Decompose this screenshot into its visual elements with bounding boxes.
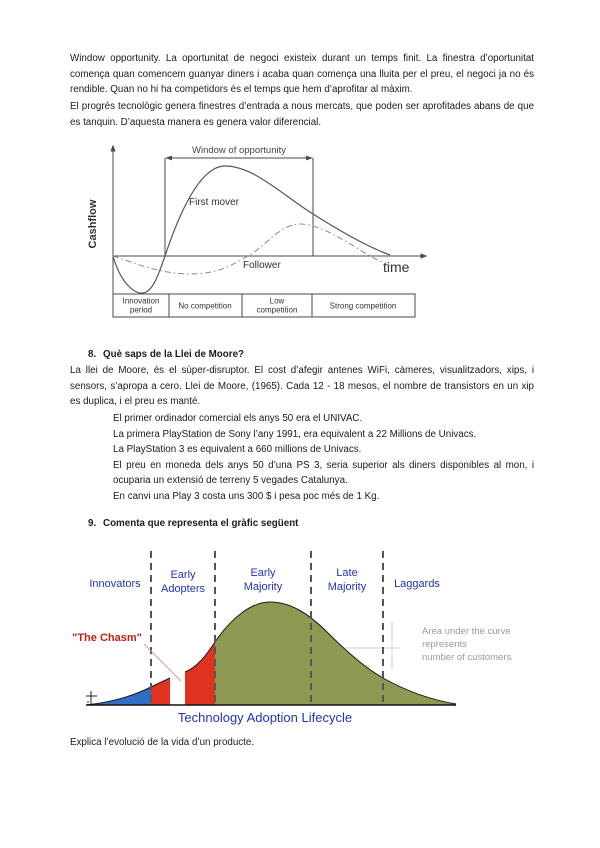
question-9-number: 9.	[88, 518, 97, 529]
y-axis-label: Cashflow	[87, 199, 99, 248]
question-9-heading: 9. Comenta que representa el gràfic segü…	[88, 516, 534, 532]
area-note-line3: number of customers	[422, 652, 511, 663]
area-note-line2: represents	[422, 639, 467, 650]
point-ps1: La primera PlayStation de Sony l’any 199…	[113, 428, 477, 440]
point-ps3-price-50s: El preu en moneda dels anys 50 d’una PS …	[113, 459, 534, 487]
window-span-arrow-icon	[165, 155, 313, 161]
area-note-line1: Area under the curve	[422, 626, 511, 637]
label-early-majority-l1: Early	[250, 567, 276, 579]
point-ps3: La PlayStation 3 es equivalent a 660 mil…	[113, 444, 362, 456]
chasm-label: "The Chasm"	[72, 632, 142, 644]
chart2-title: Technology Adoption Lifecycle	[178, 710, 352, 725]
follower-label: Follower	[243, 260, 281, 271]
competition-phase-table: Innovation period No competition Low com…	[112, 293, 416, 318]
y-axis-arrow-icon	[110, 144, 116, 152]
question-9-title: Comenta que representa el gràfic següent	[103, 518, 299, 529]
label-early-majority-l2: Majority	[244, 581, 283, 593]
question-8-number: 8.	[88, 349, 97, 360]
phase-innovation-line1: Innovation	[123, 297, 160, 306]
label-early-adopters-l2: Adopters	[161, 583, 206, 595]
first-mover-curve	[112, 165, 391, 294]
follower-curve	[112, 223, 392, 275]
origin-mark-icon	[86, 691, 97, 704]
question-8-heading: 8. Què saps de la Llei de Moore?	[88, 347, 534, 363]
label-late-majority-l2: Majority	[328, 581, 367, 593]
question-8-title: Què saps de la Llei de Moore?	[103, 349, 245, 360]
phase-low-line1: Low	[270, 297, 285, 306]
label-laggards: Laggards	[394, 578, 440, 590]
technology-adoption-lifecycle-figure: Innovators Early Adopters Early Majority…	[70, 545, 540, 740]
bell-curve-outline	[85, 601, 457, 706]
question-8-points: El primer ordinador comercial els anys 5…	[113, 411, 534, 505]
x-axis-arrow-icon	[420, 253, 428, 259]
label-innovators: Innovators	[89, 578, 141, 590]
first-mover-label: First mover	[189, 197, 240, 208]
chasm-pointer-line	[143, 643, 182, 682]
label-late-majority-l1: Late	[336, 567, 357, 579]
phase-no-competition: No competition	[178, 302, 231, 311]
label-early-adopters-l1: Early	[170, 569, 196, 581]
x-axis-label: time	[383, 259, 410, 275]
window-of-opportunity-label: Window of opportunity	[192, 145, 286, 156]
majority-laggards-segment	[215, 602, 456, 705]
intro-paragraph-2: El progrés tecnològic genera finestres d…	[70, 101, 534, 128]
phase-innovation-line2: period	[130, 306, 152, 315]
window-of-opportunity-chart: Window of opportunity Cashflow time Firs…	[87, 144, 428, 318]
window-of-opportunity-figure: Window of opportunity Cashflow time Firs…	[85, 141, 440, 321]
closing-sentence: Explica l’evolució de la vida d’un produ…	[70, 737, 255, 748]
phase-low-line2: competition	[257, 306, 298, 315]
intro-paragraph-1: Window opportunity. La oportunitat de ne…	[70, 53, 534, 96]
question-8-body: La llei de Moore, és el súper-disruptor.…	[70, 365, 534, 408]
technology-adoption-lifecycle-chart: Innovators Early Adopters Early Majority…	[72, 551, 511, 725]
phase-strong-competition: Strong competition	[330, 302, 397, 311]
point-ps3-today: En canvi una Play 3 costa uns 300 $ i pe…	[113, 490, 380, 502]
point-univac: El primer ordinador comercial els anys 5…	[113, 413, 363, 424]
